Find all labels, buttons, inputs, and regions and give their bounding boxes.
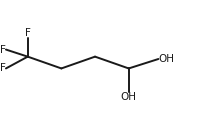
Text: F: F	[0, 45, 6, 55]
Text: F: F	[0, 63, 6, 73]
Text: OH: OH	[121, 92, 137, 102]
Text: F: F	[25, 28, 31, 38]
Text: OH: OH	[158, 54, 174, 64]
